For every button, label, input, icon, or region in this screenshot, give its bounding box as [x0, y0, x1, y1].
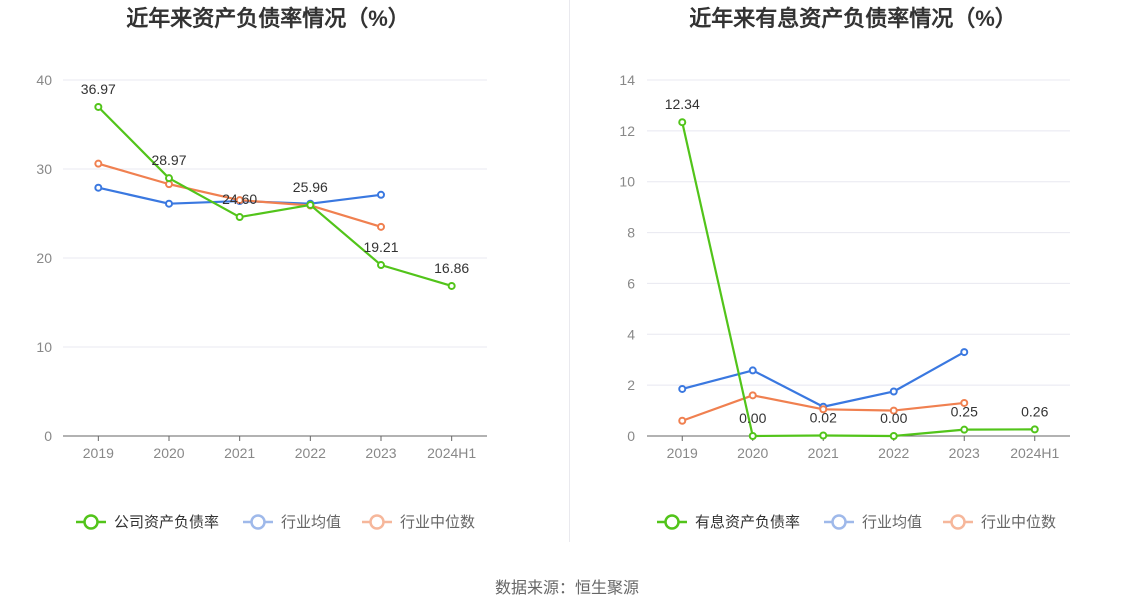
data-point[interactable]: [819, 405, 828, 414]
data-label: 25.96: [293, 179, 328, 195]
x-tick-label: 2022: [878, 445, 909, 461]
x-tick-label: 2019: [83, 445, 114, 461]
panel-divider: [569, 0, 570, 542]
data-point[interactable]: [165, 174, 173, 183]
x-tick-label: 2021: [224, 445, 255, 461]
x-tick-label: 2020: [153, 445, 184, 461]
data-point[interactable]: [889, 387, 898, 396]
data-point[interactable]: [960, 348, 969, 357]
data-label: 0.02: [810, 409, 837, 425]
y-tick-label: 30: [36, 161, 52, 177]
x-tick-label: 2024H1: [427, 445, 476, 461]
legend-marker-icon: [250, 514, 266, 530]
legend-item-industry-mean[interactable]: 行业均值: [243, 514, 341, 531]
x-tick-label: 2023: [365, 445, 396, 461]
data-point[interactable]: [960, 425, 969, 434]
series-line-company: [681, 121, 1035, 438]
data-point[interactable]: [678, 384, 687, 393]
legend-item-industry-median[interactable]: 行业中位数: [943, 514, 1056, 531]
data-point[interactable]: [748, 366, 757, 375]
data-label: 0.26: [1021, 403, 1048, 419]
y-tick-label: 12: [619, 123, 635, 139]
y-tick-label: 10: [36, 339, 52, 355]
data-label: 0.00: [739, 410, 766, 426]
data-point[interactable]: [377, 222, 385, 231]
data-label: 36.97: [81, 81, 116, 97]
data-point[interactable]: [678, 416, 687, 425]
legend-marker-icon: [369, 514, 385, 530]
data-point[interactable]: [165, 199, 173, 208]
legend-label: 有息资产负债率: [695, 514, 800, 531]
data-label: 16.86: [434, 260, 469, 276]
x-tick-label: 2023: [949, 445, 980, 461]
chart-panel-debt-ratio: 近年来资产负债率情况（%） 0 10 20 30 40 2019 2020 2021 2022 20…: [0, 0, 568, 545]
y-tick-label: 14: [619, 72, 635, 88]
chart-title: 近年来资产负债率情况（%）: [126, 6, 410, 31]
data-label: 0.00: [880, 410, 907, 426]
chart-panel-interest-bearing-debt-ratio: 近年来有息资产负债率情况（%） 0 2 4 6 8 10 12 14 2019 2020 2021 20…: [571, 0, 1134, 545]
y-tick-label: 8: [627, 225, 635, 241]
data-point[interactable]: [377, 190, 385, 199]
legend-label: 行业均值: [281, 514, 341, 531]
y-tick-label: 2: [627, 377, 635, 393]
data-point[interactable]: [306, 200, 315, 209]
y-tick-label: 20: [36, 250, 52, 266]
x-tick-label: 2020: [737, 445, 768, 461]
chart-title: 近年来有息资产负债率情况（%）: [689, 6, 1017, 31]
legend-item-company[interactable]: 有息资产负债率: [657, 514, 800, 531]
data-point[interactable]: [889, 406, 898, 415]
data-point[interactable]: [960, 398, 969, 407]
x-tick-label: 2019: [667, 445, 698, 461]
data-point[interactable]: [889, 432, 898, 440]
data-point[interactable]: [235, 196, 244, 205]
y-tick-label: 40: [36, 72, 52, 88]
y-tick-label: 10: [619, 174, 635, 190]
legend-label: 行业均值: [862, 514, 922, 531]
legend-item-industry-median[interactable]: 行业中位数: [362, 514, 475, 531]
data-point[interactable]: [94, 183, 103, 192]
x-tick-label: 2021: [808, 445, 839, 461]
data-point[interactable]: [1030, 425, 1039, 434]
legend-marker-icon: [664, 514, 680, 530]
data-point[interactable]: [94, 159, 103, 168]
data-source-note: 数据来源：恒生聚源: [494, 580, 639, 597]
data-point[interactable]: [447, 281, 456, 290]
chart-debt-ratio: 近年来资产负债率情况（%） 0 10 20 30 40 2019 2020 2021 2022 20…: [36, 6, 487, 531]
data-point[interactable]: [748, 432, 757, 440]
data-point[interactable]: [819, 431, 828, 440]
legend-marker-icon: [950, 514, 966, 530]
data-point[interactable]: [678, 118, 687, 127]
data-label: 19.21: [363, 239, 398, 255]
y-tick-label: 0: [627, 428, 635, 444]
legend-label: 行业中位数: [400, 514, 475, 531]
data-label: 28.97: [151, 152, 186, 168]
legend-item-company[interactable]: 公司资产负债率: [76, 514, 219, 531]
data-label: 12.34: [665, 96, 700, 112]
y-tick-label: 6: [627, 275, 635, 291]
chart-interest-bearing-debt-ratio: 近年来有息资产负债率情况（%） 0 2 4 6 8 10 12 14 2019 2020 2021 20…: [619, 6, 1070, 531]
x-tick-label: 2022: [295, 445, 326, 461]
data-point[interactable]: [377, 261, 385, 270]
data-label: 0.25: [951, 404, 978, 420]
y-tick-label: 4: [627, 326, 635, 342]
x-tick-label: 2024H1: [1010, 445, 1059, 461]
y-tick-label: 0: [44, 428, 52, 444]
data-point[interactable]: [748, 391, 757, 400]
data-point[interactable]: [94, 102, 103, 111]
legend-label: 行业中位数: [981, 514, 1056, 531]
legend-label: 公司资产负债率: [114, 514, 219, 531]
series-line-industry-mean: [681, 351, 965, 408]
legend-item-industry-mean[interactable]: 行业均值: [824, 514, 922, 531]
legend-marker-icon: [831, 514, 847, 530]
series-line-company: [97, 106, 452, 288]
data-label: 24.60: [222, 191, 257, 207]
legend-marker-icon: [83, 514, 99, 530]
data-point[interactable]: [235, 213, 244, 222]
